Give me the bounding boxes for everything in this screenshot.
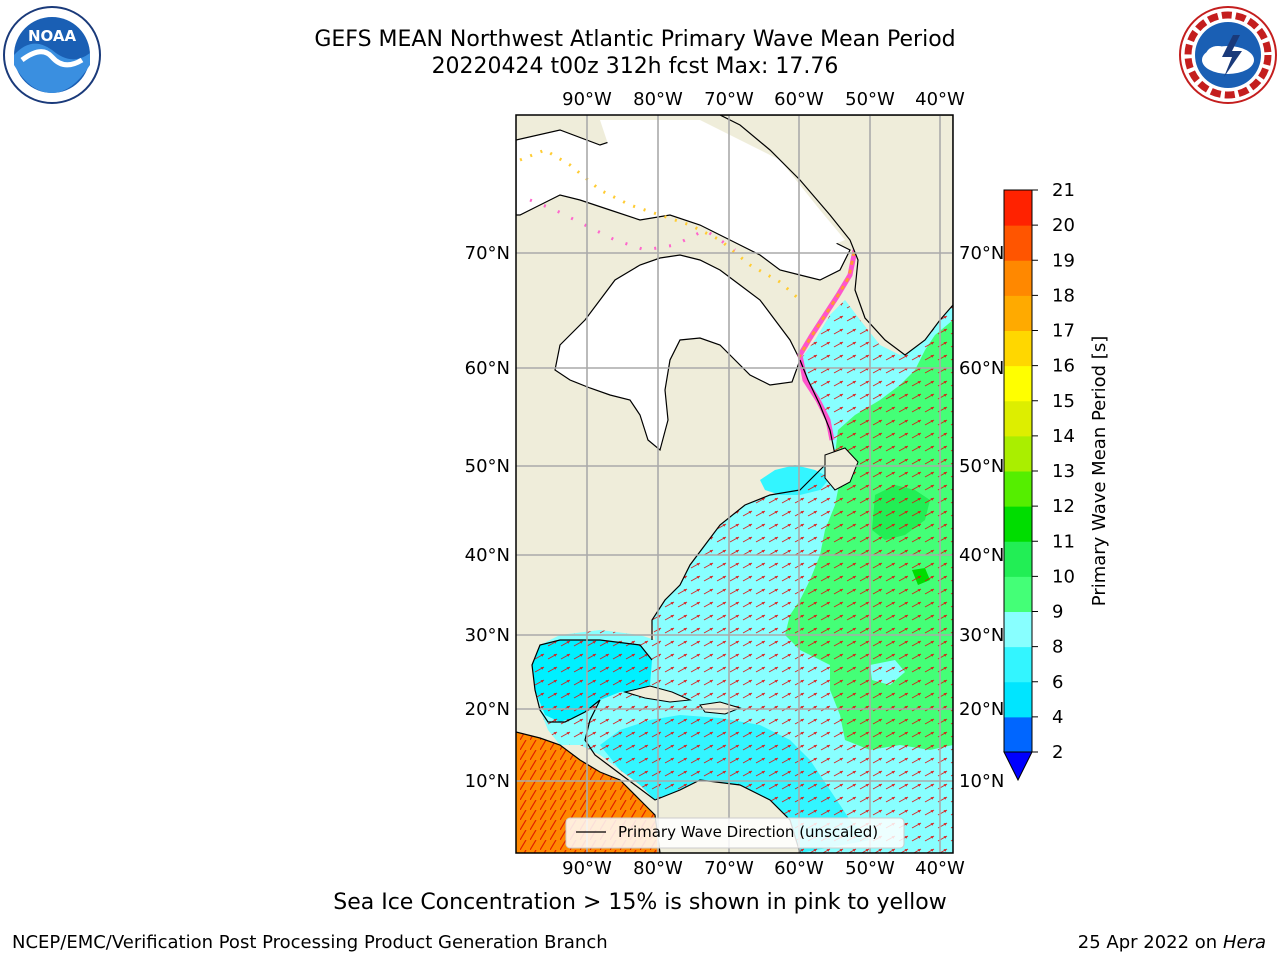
colorbar-bin — [1004, 541, 1032, 577]
colorbar-tick-label: 11 — [1052, 531, 1075, 552]
lat-label-left: 30°N — [465, 625, 510, 646]
colorbar: 2 4 6 8 9 10 11 12 13 14 15 16 17 18 19 20 21 — [1003, 180, 1075, 782]
map-subtitle: 20220424 t00z 312h fcst Max: 17.76 — [431, 54, 839, 79]
arctic-ice-speckle — [519, 148, 802, 302]
nws-logo-icon — [1179, 6, 1277, 104]
colorbar-bin — [1004, 295, 1032, 331]
lon-label-top: 90°W — [562, 89, 612, 110]
map-plot-area: Primary Wave Direction (unscaled) — [516, 115, 953, 853]
wave-direction-arrows — [532, 300, 953, 853]
lat-label-right: 50°N — [959, 456, 1004, 477]
colorbar-tick-label: 15 — [1052, 391, 1075, 412]
colorbar-bin — [1004, 260, 1032, 296]
colorbar-tick-label: 18 — [1052, 285, 1075, 306]
lon-label-bottom: 50°W — [845, 858, 895, 879]
newfoundland-island — [824, 447, 859, 491]
lon-label-top: 50°W — [845, 89, 895, 110]
colorbar-bin — [1004, 506, 1032, 542]
map-frame — [515, 114, 954, 854]
colorbar-tick-label: 14 — [1052, 426, 1075, 447]
colorbar-tick-label: 8 — [1052, 637, 1063, 658]
colorbar-tick-label: 16 — [1052, 356, 1075, 377]
colorbar-bin — [1004, 190, 1032, 226]
colorbar-bin — [1004, 330, 1032, 367]
lat-label-left: 20°N — [465, 699, 510, 720]
lat-label-right: 60°N — [959, 358, 1004, 379]
svg-text:NOAA: NOAA — [28, 27, 77, 45]
east-coast-line — [651, 359, 836, 640]
colorbar-bin — [1004, 681, 1032, 718]
sea-ice-edge — [797, 249, 858, 441]
noaa-logo-icon: NOAA — [3, 6, 101, 104]
colorbar-bin — [1004, 576, 1032, 612]
colorbar-tick-label: 2 — [1052, 742, 1063, 763]
sea-ice-edge-orange — [797, 251, 856, 358]
lon-label-top: 80°W — [633, 89, 683, 110]
colorbar-bin — [1004, 611, 1032, 648]
colorbar-tick-label: 6 — [1052, 672, 1063, 693]
colorbar-tick-label: 9 — [1052, 602, 1063, 623]
colorbar-bin — [1004, 646, 1032, 683]
colorbar-bin — [1004, 365, 1032, 402]
colorbar-bin — [1004, 471, 1032, 507]
gulf-coast-line — [531, 639, 653, 723]
graticule — [516, 115, 953, 853]
colorbar-tick-label: 21 — [1052, 180, 1075, 201]
map-legend: Primary Wave Direction (unscaled) — [565, 817, 905, 849]
colorbar-tick-label: 12 — [1052, 496, 1075, 517]
arctic-top-water — [600, 120, 845, 250]
lon-label-bottom: 40°W — [915, 858, 965, 879]
legend-label: Primary Wave Direction (unscaled) — [618, 823, 878, 841]
footer-credit: NCEP/EMC/Verification Post Processing Pr… — [12, 932, 608, 953]
sea-ice-caption: Sea Ice Concentration > 15% is shown in … — [333, 890, 947, 915]
colorbar-label: Primary Wave Mean Period [s] — [1089, 336, 1110, 606]
lat-label-right: 20°N — [959, 699, 1004, 720]
hudson-bay-region — [554, 254, 801, 452]
colorbar-tick-label: 17 — [1052, 321, 1075, 342]
colorbar-tick-label: 13 — [1052, 461, 1075, 482]
lon-label-top: 60°W — [774, 89, 824, 110]
greenland-coast — [719, 115, 953, 356]
lat-label-left: 70°N — [465, 243, 510, 264]
colorbar-bin — [1004, 435, 1032, 472]
lat-label-right: 30°N — [959, 625, 1004, 646]
central-america-coast — [584, 699, 801, 853]
hispaniola-island — [699, 701, 742, 715]
colorbar-bin — [1004, 716, 1032, 753]
colorbar-tick-label: 19 — [1052, 250, 1075, 271]
pacific-coast-line — [516, 731, 661, 853]
colorbar-tick-label: 4 — [1052, 707, 1063, 728]
colorbar-tick-label: 10 — [1052, 566, 1075, 587]
footer-date: 25 Apr 2022 on Hera — [1077, 932, 1266, 953]
footer-host: Hera — [1222, 932, 1266, 953]
lon-label-top: 40°W — [915, 89, 965, 110]
colorbar-extend-arrow — [1003, 751, 1033, 782]
lon-label-bottom: 90°W — [562, 858, 612, 879]
lat-label-left: 10°N — [465, 771, 510, 792]
lon-label-top: 70°W — [704, 89, 754, 110]
lat-label-right: 40°N — [959, 545, 1004, 566]
lon-label-bottom: 60°W — [774, 858, 824, 879]
colorbar-bin — [1004, 225, 1032, 261]
lat-label-right: 10°N — [959, 771, 1004, 792]
lat-label-right: 70°N — [959, 243, 1004, 264]
lon-label-bottom: 80°W — [633, 858, 683, 879]
colorbar-bin — [1004, 400, 1032, 437]
lat-label-left: 40°N — [465, 545, 510, 566]
colorbar-tick-label: 20 — [1052, 215, 1075, 236]
lat-label-left: 60°N — [465, 358, 510, 379]
lat-label-left: 50°N — [465, 456, 510, 477]
lon-label-bottom: 70°W — [704, 858, 754, 879]
map-title: GEFS MEAN Northwest Atlantic Primary Wav… — [314, 27, 956, 52]
